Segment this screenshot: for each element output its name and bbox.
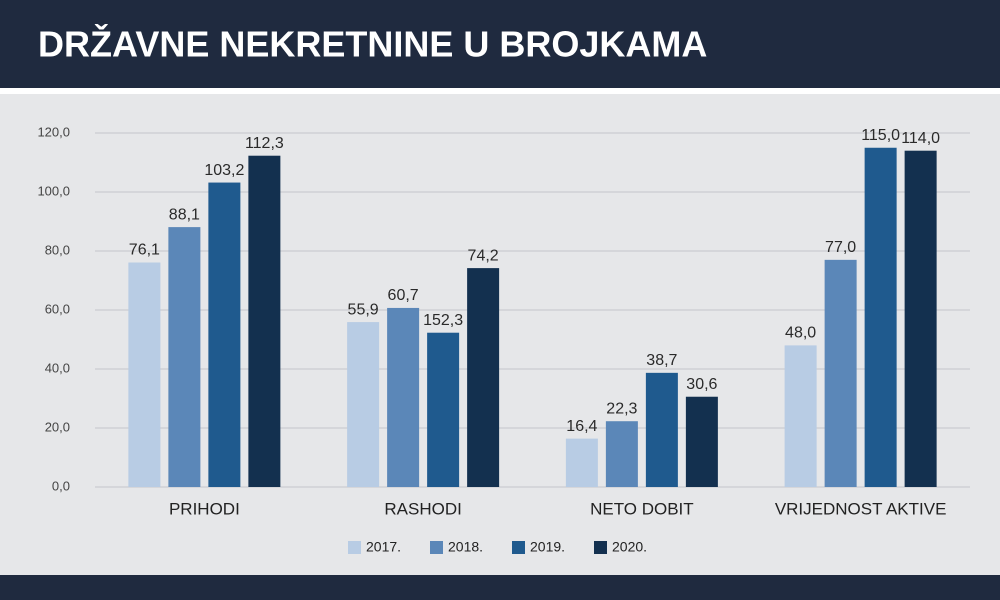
- value-label: 103,2: [204, 162, 244, 179]
- bar: [824, 259, 857, 487]
- legend-label: 2019.: [530, 539, 565, 555]
- x-tick-label: NETO DOBIT: [590, 499, 694, 518]
- bar: [168, 227, 201, 488]
- value-label: 60,7: [388, 287, 419, 304]
- value-label: 30,6: [686, 376, 717, 393]
- value-label: 77,0: [825, 239, 856, 256]
- value-label: 22,3: [606, 400, 637, 417]
- bar: [605, 421, 638, 487]
- bar: [685, 396, 718, 487]
- bar: [427, 332, 460, 487]
- x-tick-label: VRIJEDNOST AKTIVE: [775, 499, 947, 518]
- value-label: 16,4: [566, 418, 597, 435]
- value-label: 114,0: [901, 130, 940, 147]
- legend-swatch: [594, 541, 607, 554]
- header: [0, 0, 1000, 88]
- legend-label: 2018.: [448, 539, 483, 555]
- y-tick-label: 60,0: [45, 301, 70, 316]
- footer: [0, 575, 1000, 600]
- legend-swatch: [348, 541, 361, 554]
- bar: [128, 262, 161, 487]
- value-label: 38,7: [646, 352, 677, 369]
- legend-swatch: [430, 541, 443, 554]
- value-label: 76,1: [129, 242, 160, 259]
- bar: [467, 268, 500, 487]
- bar: [347, 322, 380, 487]
- legend-swatch: [512, 541, 525, 554]
- legend-label: 2017.: [366, 539, 401, 555]
- header-rule: [0, 88, 1000, 94]
- value-label: 115,0: [861, 127, 900, 144]
- bar: [565, 438, 598, 487]
- value-label: 88,1: [169, 206, 200, 223]
- x-tick-label: RASHODI: [384, 499, 461, 518]
- x-tick-label: PRIHODI: [169, 499, 240, 518]
- value-label: 74,2: [468, 247, 499, 264]
- value-label: 152,3: [423, 312, 463, 329]
- y-tick-label: 0,0: [52, 478, 70, 493]
- bar: [864, 147, 897, 487]
- bar: [904, 150, 937, 487]
- y-tick-label: 100,0: [37, 183, 70, 198]
- bar: [645, 372, 678, 487]
- y-tick-label: 20,0: [45, 419, 70, 434]
- value-label: 55,9: [348, 301, 379, 318]
- bar: [387, 307, 420, 487]
- chart-title: DRŽAVNE NEKRETNINE U BROJKAMA: [38, 23, 707, 65]
- bar: [784, 345, 817, 487]
- y-tick-label: 40,0: [45, 360, 70, 375]
- value-label: 112,3: [245, 135, 284, 152]
- bar: [208, 182, 241, 487]
- y-tick-label: 120,0: [37, 124, 70, 139]
- legend-label: 2020.: [612, 539, 647, 555]
- y-tick-label: 80,0: [45, 242, 70, 257]
- value-label: 48,0: [785, 325, 816, 342]
- bar: [248, 155, 281, 487]
